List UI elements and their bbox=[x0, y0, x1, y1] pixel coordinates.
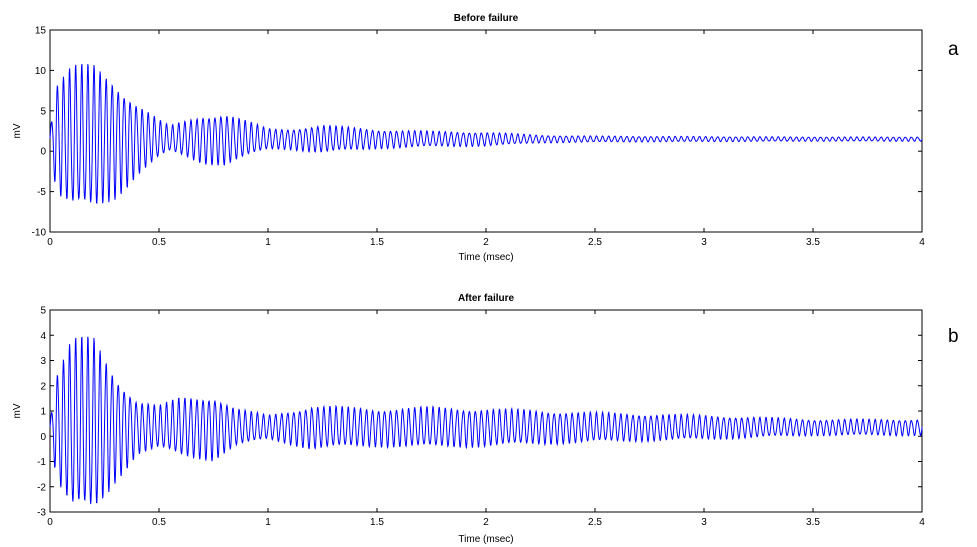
x-tick-label: 0.5 bbox=[152, 517, 166, 528]
chart-title-before-failure: Before failure bbox=[454, 13, 519, 24]
x-tick-label: 4 bbox=[919, 517, 925, 528]
y-tick-label: 2 bbox=[40, 381, 46, 392]
y-axis-label-before-failure: mV bbox=[12, 123, 23, 138]
plot-area-after-failure bbox=[49, 309, 923, 513]
x-tick-label: 3.5 bbox=[806, 517, 820, 528]
ticks-after-failure: 0 0.5 1 1.5 2 2.5 3 3.5 4 -3 -2 -1 0 1 2 3 4 5 bbox=[37, 306, 925, 529]
y-tick-label: -1 bbox=[37, 457, 46, 468]
x-tick-label: 2 bbox=[483, 517, 489, 528]
x-tick-label: 1 bbox=[265, 237, 271, 248]
panel-label-b: b bbox=[948, 326, 959, 347]
x-tick-label: 3.5 bbox=[806, 237, 820, 248]
y-tick-label: -3 bbox=[37, 508, 46, 519]
x-tick-label: 2.5 bbox=[588, 517, 602, 528]
signal-line-before-failure bbox=[49, 63, 923, 205]
x-tick-label: 3 bbox=[701, 237, 707, 248]
x-tick-label: 2 bbox=[483, 237, 489, 248]
y-tick-label: 5 bbox=[40, 306, 46, 317]
x-tick-label: 0.5 bbox=[152, 237, 166, 248]
x-tick-label: 1.5 bbox=[370, 517, 384, 528]
y-tick-label: 4 bbox=[40, 331, 46, 342]
y-tick-label: 1 bbox=[40, 407, 46, 418]
x-axis-label-before-failure: Time (msec) bbox=[458, 252, 513, 263]
panel-before-failure: Before failure 0 0.5 1 1.5 2 2.5 3 3.5 4 -10 -5 0 5 1… bbox=[12, 13, 959, 263]
y-tick-label: 0 bbox=[40, 432, 46, 443]
x-tick-label: 0 bbox=[47, 237, 53, 248]
chart-title-after-failure: After failure bbox=[458, 293, 515, 304]
ticks-before-failure: 0 0.5 1 1.5 2 2.5 3 3.5 4 -10 -5 0 5 10 15 bbox=[32, 26, 926, 249]
plot-area-before-failure bbox=[49, 29, 923, 233]
signal-line-after-failure bbox=[49, 336, 923, 505]
panel-after-failure: After failure 0 0.5 1 1.5 2 2.5 3 3.5 4 -3 -2 -1 0 1 2… bbox=[12, 293, 959, 545]
y-axis-label-after-failure: mV bbox=[12, 403, 23, 418]
y-tick-label: 15 bbox=[35, 26, 47, 37]
x-tick-label: 0 bbox=[47, 517, 53, 528]
y-tick-label: -10 bbox=[32, 228, 47, 239]
x-axis-label-after-failure: Time (msec) bbox=[458, 534, 513, 545]
x-tick-label: 1 bbox=[265, 517, 271, 528]
x-tick-label: 3 bbox=[701, 517, 707, 528]
y-tick-label: 10 bbox=[35, 66, 47, 77]
x-tick-label: 1.5 bbox=[370, 237, 384, 248]
panel-label-a: a bbox=[948, 39, 959, 60]
x-tick-label: 2.5 bbox=[588, 237, 602, 248]
y-tick-label: 3 bbox=[40, 356, 46, 367]
y-tick-label: -2 bbox=[37, 482, 46, 493]
y-tick-label: -5 bbox=[37, 187, 46, 198]
x-tick-label: 4 bbox=[919, 237, 925, 248]
y-tick-label: 0 bbox=[40, 147, 46, 158]
y-tick-label: 5 bbox=[40, 106, 46, 117]
